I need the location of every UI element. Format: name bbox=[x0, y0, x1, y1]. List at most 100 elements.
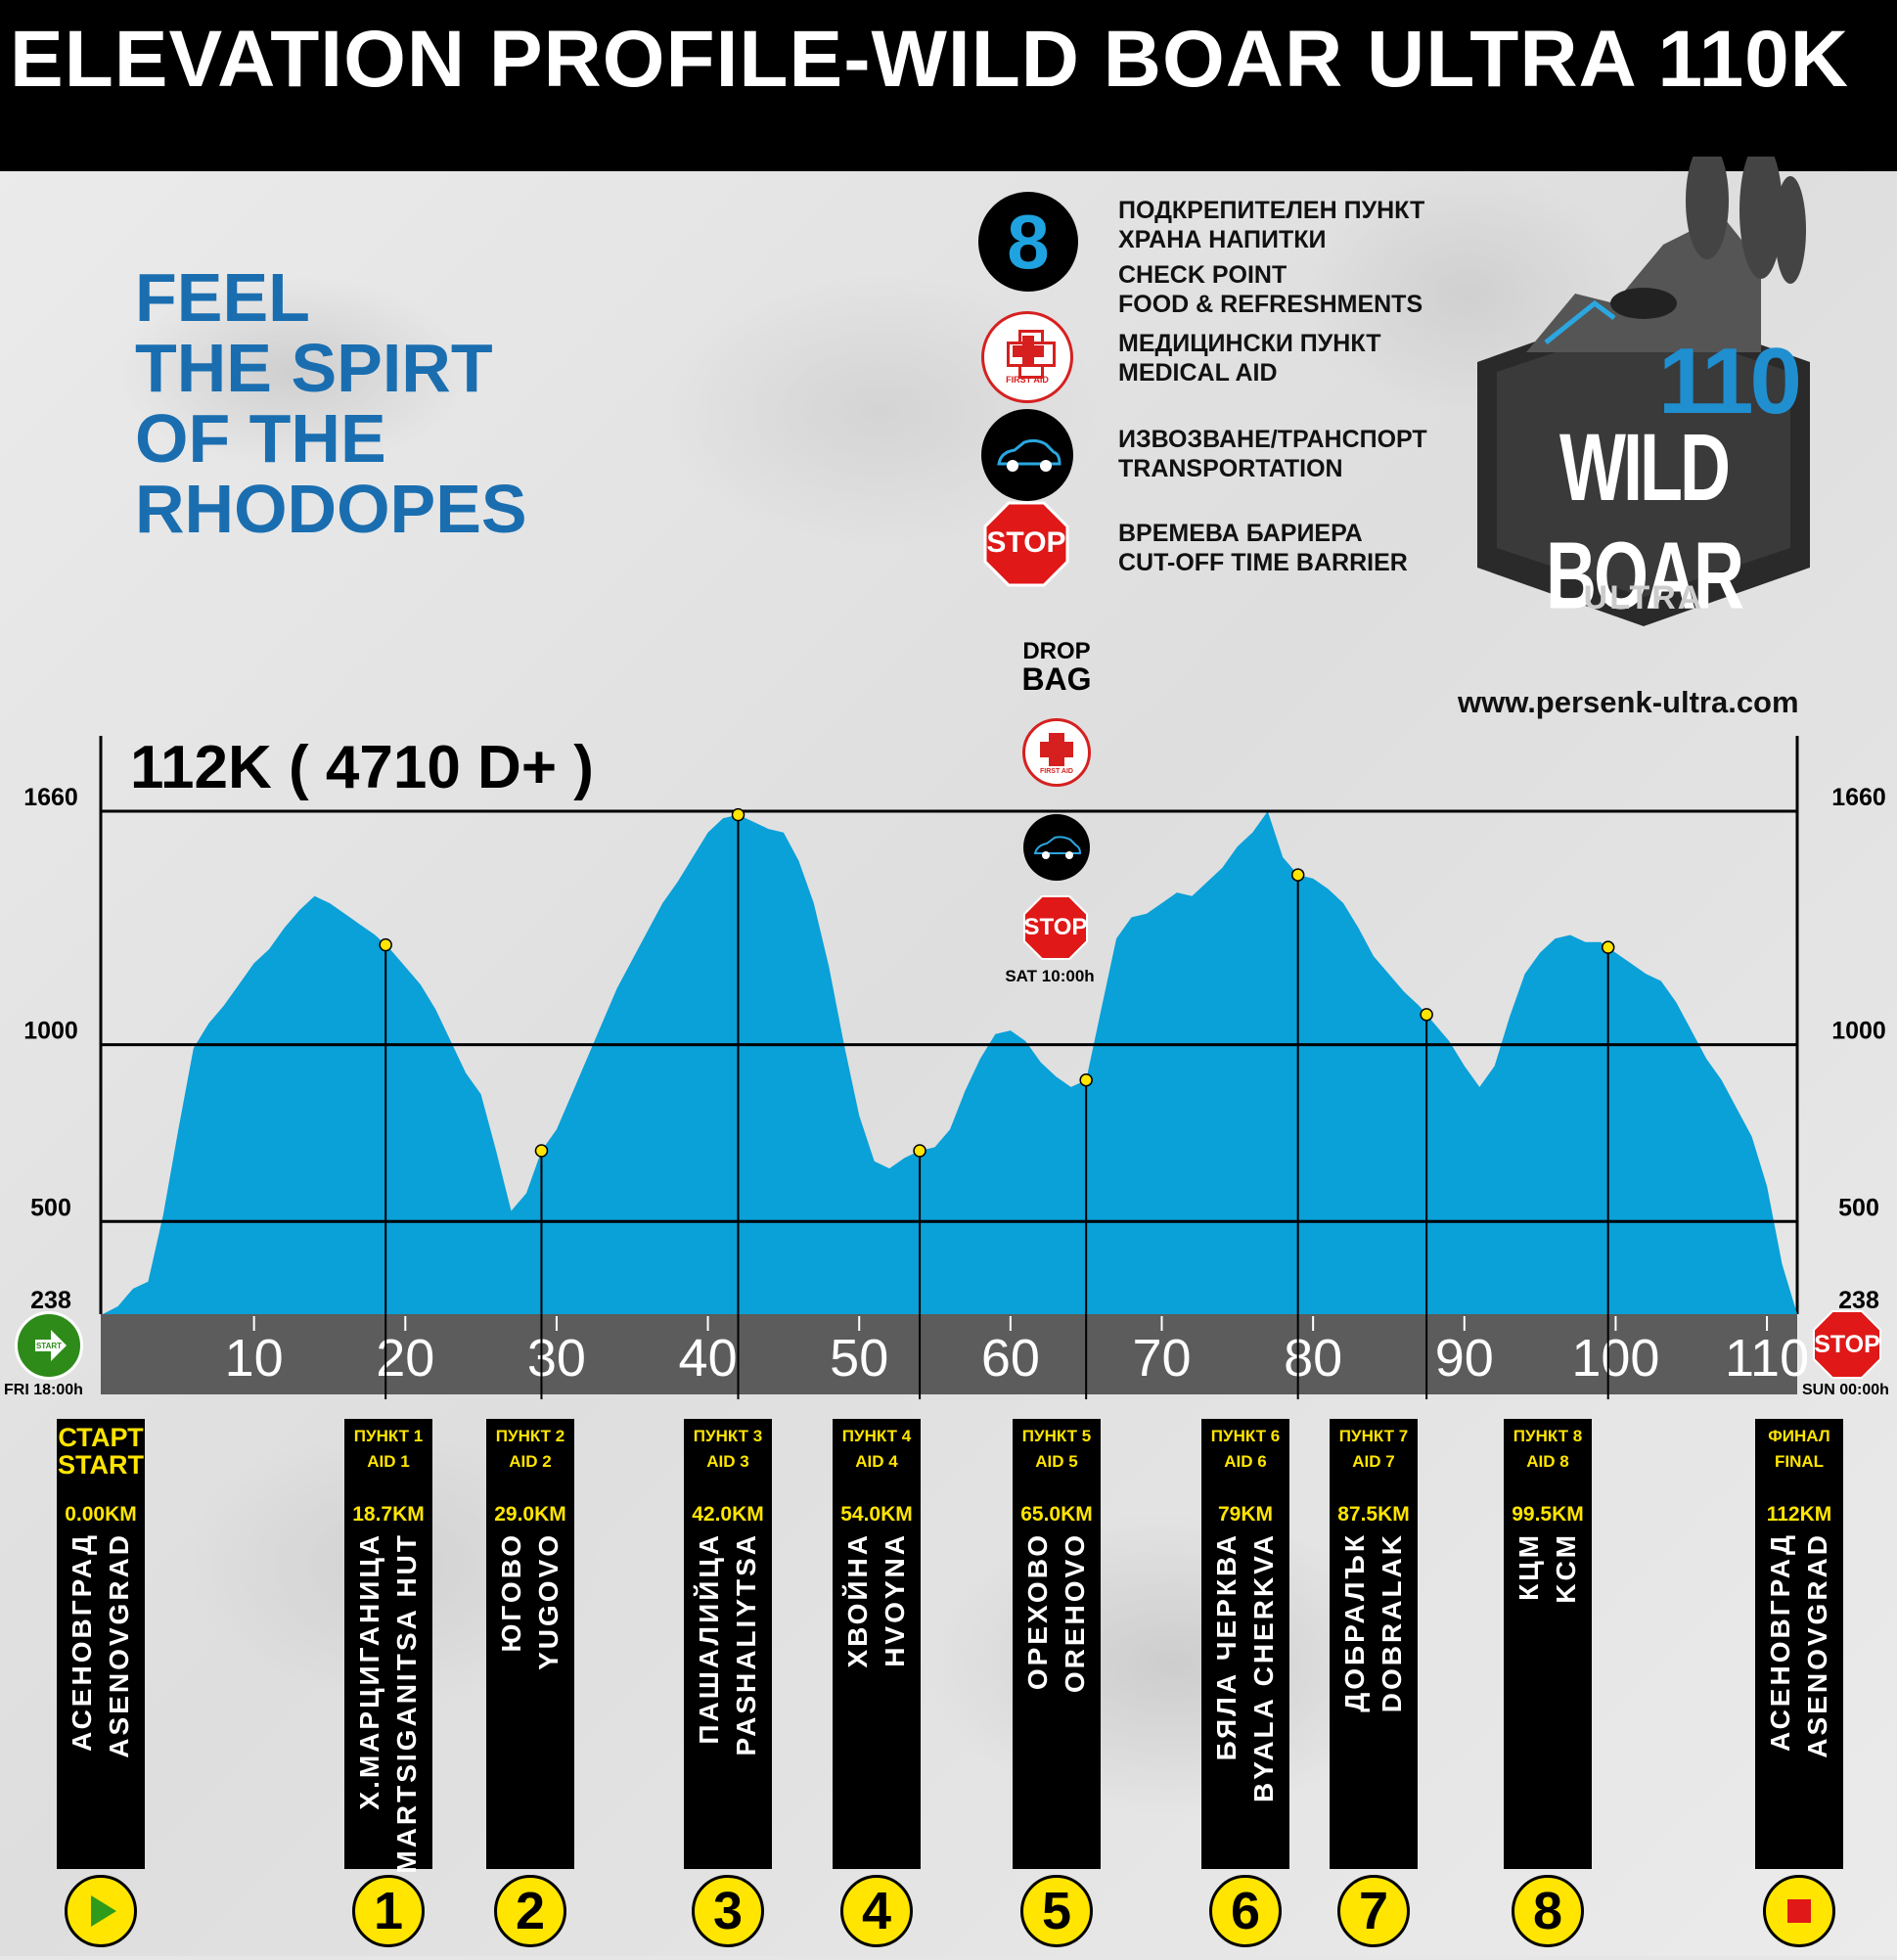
x-tick-label: 90 bbox=[1435, 1329, 1494, 1388]
cutoff-time: SAT 10:00h bbox=[1005, 967, 1095, 985]
station-name: КЦМ KCM bbox=[1508, 1532, 1588, 1855]
station-name-bg: ЮГОВО bbox=[496, 1532, 526, 1653]
station-km: 112KM bbox=[1766, 1503, 1832, 1526]
first-aid-icon: FIRST AID bbox=[981, 311, 1073, 403]
station-column: ПУНКТ 2 AID 2 29.0KM ЮГОВО YUGOVO bbox=[486, 1419, 574, 1869]
station-column: ФИНАЛ FINAL 112KM АСЕНОВГРАД ASENOVGRAD bbox=[1755, 1419, 1843, 1869]
station-name-bg: ДОБРАЛЪК bbox=[1339, 1532, 1370, 1712]
station-name-bg: АСЕНОВГРАД bbox=[67, 1532, 97, 1752]
station-head: ПУНКТ 6 bbox=[1210, 1427, 1281, 1445]
station-name-bg: АСЕНОВГРАД bbox=[1765, 1532, 1795, 1752]
station-name: АСЕНОВГРАД ASENOVGRAD bbox=[61, 1532, 141, 1855]
legend-line: МЕДИЦИНСКИ ПУНКТ bbox=[1118, 330, 1381, 357]
aid-marker-dot bbox=[534, 1144, 549, 1158]
station-head: ПУНКТ 4 bbox=[841, 1427, 912, 1445]
station-name: БЯЛА ЧЕРКВА BYALA CHERKVA bbox=[1205, 1532, 1286, 1855]
station-head: ПУНКТ 7 bbox=[1338, 1427, 1409, 1445]
y-tick-label-right: 1660 bbox=[1831, 784, 1886, 811]
station-km: 87.5KM bbox=[1337, 1503, 1410, 1526]
station-km: 79KM bbox=[1217, 1503, 1274, 1526]
stop-icon: STOP bbox=[983, 501, 1069, 587]
stop-icon-label: STOP bbox=[986, 526, 1066, 559]
station-name-en: OREHOVO bbox=[1060, 1532, 1090, 1694]
station-name-en: PASHALIYTSA bbox=[731, 1532, 761, 1756]
start-play-icon bbox=[65, 1875, 137, 1947]
station-name-bg: КЦМ bbox=[1513, 1532, 1544, 1601]
station-km: 0.00KM bbox=[65, 1503, 137, 1526]
station-name: ПАШАЛИЙЦА PASHALIYTSA bbox=[688, 1532, 768, 1855]
x-tick-label: 100 bbox=[1571, 1329, 1659, 1388]
title-bar: ELEVATION PROFILE-WILD BOAR ULTRA 110K bbox=[0, 0, 1897, 171]
station-head: ПУНКТ 8 bbox=[1513, 1427, 1583, 1445]
station-name: ДОБРАЛЪК DOBRALAK bbox=[1333, 1532, 1414, 1855]
logo-number: 110 bbox=[1658, 329, 1802, 433]
aid-number-badge: 8 bbox=[1512, 1875, 1584, 1947]
station-name-en: YUGOVO bbox=[533, 1532, 564, 1670]
aid-number-badge: 5 bbox=[1020, 1875, 1093, 1947]
first-aid-label: FIRST AID bbox=[1006, 375, 1049, 385]
elevation-profile-area bbox=[103, 811, 1797, 1314]
y-tick-label-right: 238 bbox=[1838, 1287, 1879, 1314]
station-km: 42.0KM bbox=[692, 1503, 764, 1526]
slogan-line: THE SPIRT bbox=[135, 330, 493, 406]
legend-line: ХРАНА НАПИТКИ bbox=[1118, 226, 1327, 253]
legend-checkpoint-text: ПОДКРЕПИТЕЛЕН ПУНКТ ХРАНА НАПИТКИ CHECK … bbox=[1118, 196, 1424, 319]
x-tick-label: 30 bbox=[527, 1329, 586, 1388]
page-title: ELEVATION PROFILE-WILD BOAR ULTRA 110K bbox=[10, 15, 1849, 104]
station-name-en: ASENOVGRAD bbox=[104, 1532, 134, 1758]
station-km: 18.7KM bbox=[352, 1503, 425, 1526]
station-head-en: AID 3 bbox=[706, 1452, 749, 1471]
station-head-en: AID 2 bbox=[509, 1452, 552, 1471]
station-head-en: AID 1 bbox=[367, 1452, 410, 1471]
station-head-en: FINAL bbox=[1774, 1452, 1825, 1471]
legend-line: ИЗВОЗВАНЕ/ТРАНСПОРТ bbox=[1118, 426, 1427, 453]
station-name: ЮГОВО YUGOVO bbox=[490, 1532, 570, 1855]
start-time: FRI 18:00h bbox=[4, 1382, 83, 1398]
station-head-en: AID 8 bbox=[1526, 1452, 1569, 1471]
y-tick-label-left: 500 bbox=[30, 1194, 71, 1221]
station-head: ПУНКТ 1 bbox=[353, 1427, 424, 1445]
aid-number-badge: 1 bbox=[352, 1875, 425, 1947]
aid-number-badge: 6 bbox=[1209, 1875, 1282, 1947]
station-column: ПУНКТ 1 AID 1 18.7KM Х.МАРЦИГАНИЦА MARTSIGAN… bbox=[344, 1419, 432, 1874]
aid-marker-dot bbox=[731, 807, 745, 822]
x-tick-label: 10 bbox=[225, 1329, 284, 1388]
station-name-en: ASENOVGRAD bbox=[1802, 1532, 1832, 1758]
x-tick-label: 50 bbox=[830, 1329, 888, 1388]
station-column: ПУНКТ 3 AID 3 42.0KM ПАШАЛИЙЦА PASHALIYTSA bbox=[684, 1419, 772, 1869]
x-axis-band bbox=[101, 1314, 1797, 1394]
x-tick-label: 60 bbox=[981, 1329, 1040, 1388]
website-link[interactable]: www.persenk-ultra.com bbox=[1458, 685, 1799, 719]
drop-bag-stop-label: STOP bbox=[1023, 914, 1088, 940]
finish-stop-label: STOP bbox=[1814, 1331, 1880, 1358]
aid-number-badge: 7 bbox=[1337, 1875, 1410, 1947]
chart-title: 112K ( 4710 D+ ) bbox=[130, 734, 594, 801]
legend-line: FOOD & REFRESHMENTS bbox=[1118, 291, 1423, 318]
aid-number-badge: 3 bbox=[692, 1875, 764, 1947]
slogan-line: OF THE bbox=[135, 400, 386, 477]
station-head: СТАРТ bbox=[58, 1423, 144, 1452]
station-head-en: AID 4 bbox=[855, 1452, 898, 1471]
aid-number-badge: 4 bbox=[840, 1875, 913, 1947]
station-head-en: AID 5 bbox=[1035, 1452, 1078, 1471]
drop-bag-stop-icon: STOP bbox=[1022, 894, 1089, 961]
station-name-en: DOBRALAK bbox=[1377, 1532, 1407, 1713]
y-tick-label-right: 1000 bbox=[1831, 1018, 1886, 1045]
aid-marker-dot bbox=[1079, 1072, 1093, 1087]
wild-boar-logo: 110 WILD BOAR ULTRA bbox=[1468, 142, 1820, 685]
station-name-en: HVOYNA bbox=[880, 1532, 910, 1667]
checkpoint-icon: 8 bbox=[978, 192, 1078, 292]
legend-line: ПОДКРЕПИТЕЛЕН ПУНКТ bbox=[1118, 197, 1425, 224]
station-name-bg: ОРЕХОВО bbox=[1022, 1532, 1053, 1691]
station-name: Х.МАРЦИГАНИЦА MARTSIGANITSA HUT bbox=[348, 1532, 429, 1874]
slogan: FEEL THE SPIRT OF THE RHODOPES bbox=[135, 262, 527, 544]
aid-number-badge: 2 bbox=[494, 1875, 566, 1947]
finish-square-icon bbox=[1763, 1875, 1835, 1947]
drop-bag-label: DROP bbox=[1022, 638, 1091, 664]
station-name-bg: Х.МАРЦИГАНИЦА bbox=[354, 1532, 384, 1810]
station-km: 99.5KM bbox=[1512, 1503, 1584, 1526]
legend-cutoff-text: ВРЕМЕВА БАРИЕРА CUT-OFF TIME BARRIER bbox=[1118, 519, 1408, 577]
y-tick-label-left: 1660 bbox=[23, 784, 78, 811]
legend-line: CHECK POINT bbox=[1118, 261, 1287, 289]
start-icon: START bbox=[15, 1311, 83, 1380]
